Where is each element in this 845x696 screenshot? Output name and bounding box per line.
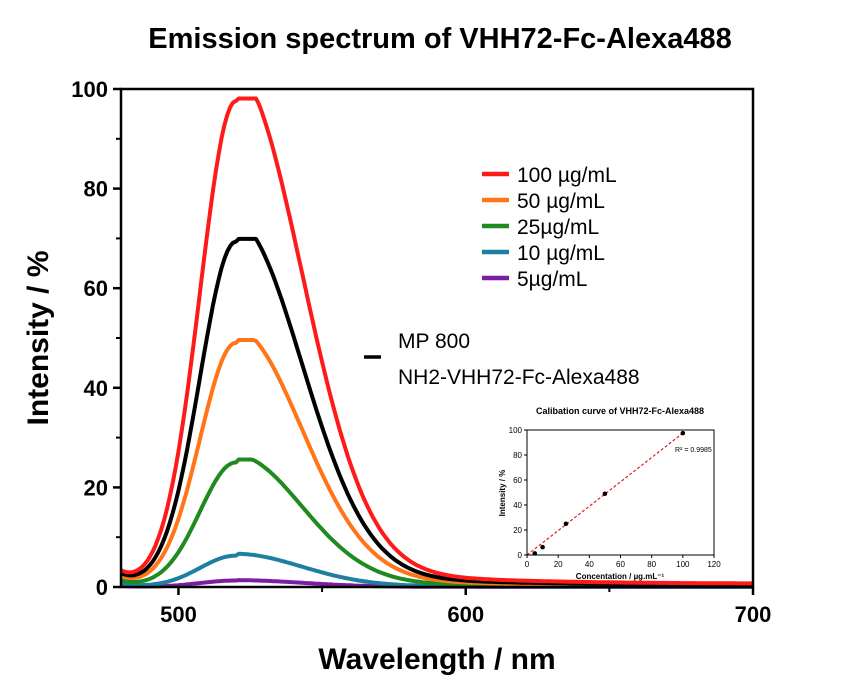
y-tick-label: 60	[84, 276, 108, 301]
inset-fit-line-path	[526, 432, 684, 556]
inset-y-tick-label: 40	[513, 501, 522, 510]
y-tick-label: 20	[84, 475, 108, 500]
inset-x-ticks: 0 20 40 60 80 100 120	[525, 555, 721, 569]
spectrum-line-2	[120, 457, 753, 589]
inset-r2-annotation: R² = 0.9985	[675, 447, 712, 454]
inset-y-tick-label: 100	[509, 426, 523, 435]
inset-x-tick-label: 20	[554, 560, 563, 569]
inset-point	[602, 491, 608, 497]
inset-y-axis-label: Intensity / %	[498, 470, 507, 517]
inset-y-ticks: 0 20 40 60 80 100	[509, 426, 527, 560]
chart-title: Emission spectrum of VHH72-Fc-Alexa488	[148, 23, 731, 55]
inset-y-tick-label: 0	[518, 551, 523, 560]
x-tick-label: 600	[447, 602, 484, 627]
inset-x-tick-label: 60	[616, 560, 625, 569]
legend-label: 25µg/mL	[517, 216, 599, 239]
inset-x-tick-label: 40	[585, 560, 594, 569]
legend-label: 100 µg/mL	[517, 164, 617, 187]
inset-points	[532, 430, 686, 556]
y-tick-label: 40	[84, 376, 108, 401]
inset-x-tick-label: 100	[676, 560, 690, 569]
inset-y-tick-label: 60	[513, 476, 522, 485]
y-axis-label: Intensity / %	[22, 250, 55, 425]
inset-fit-line	[526, 432, 684, 556]
x-tick-label: 700	[735, 602, 772, 627]
inset-point	[563, 521, 569, 527]
inset-x-tick-label: 0	[525, 560, 530, 569]
y-tick-label: 80	[84, 177, 108, 202]
spectrum-curves	[120, 96, 753, 589]
inset-y-tick-label: 20	[513, 526, 522, 535]
inset-calibration-chart: Calibation curve of VHH72-Fc-Alexa488 0 2…	[498, 406, 721, 581]
legend-label: 10 µg/mL	[517, 242, 605, 265]
legend-label: 5µg/mL	[517, 268, 587, 291]
inset-y-tick-label: 80	[513, 451, 522, 460]
y-tick-label: 0	[96, 575, 108, 600]
inset-x-axis-label: Concentation / µg.mL⁻¹	[576, 572, 665, 581]
main-x-ticks: 500 600 700	[160, 587, 771, 627]
legend-label-mp800-line1: MP 800	[398, 330, 470, 353]
inset-x-tick-label: 80	[647, 560, 656, 569]
inset-point	[680, 430, 686, 436]
y-tick-label: 100	[71, 77, 108, 102]
inset-title: Calibation curve of VHH72-Fc-Alexa488	[536, 406, 704, 416]
spectrum-line-0	[120, 96, 753, 586]
legend-label-mp800-line2: NH2-VHH72-Fc-Alexa488	[398, 366, 640, 389]
inset-point	[540, 544, 545, 550]
x-axis-label: Wavelength / nm	[318, 643, 555, 676]
legend: 100 µg/mL 50 µg/mL 25µg/mL 10 µg/mL 5µg/mL	[482, 164, 617, 291]
main-y-ticks: 0 20 40 60 80 100	[71, 77, 121, 600]
legend-extra: MP 800 NH2-VHH72-Fc-Alexa488	[364, 330, 640, 389]
inset-x-tick-label: 120	[707, 560, 721, 569]
x-tick-label: 500	[160, 602, 197, 627]
legend-label: 50 µg/mL	[517, 190, 605, 213]
